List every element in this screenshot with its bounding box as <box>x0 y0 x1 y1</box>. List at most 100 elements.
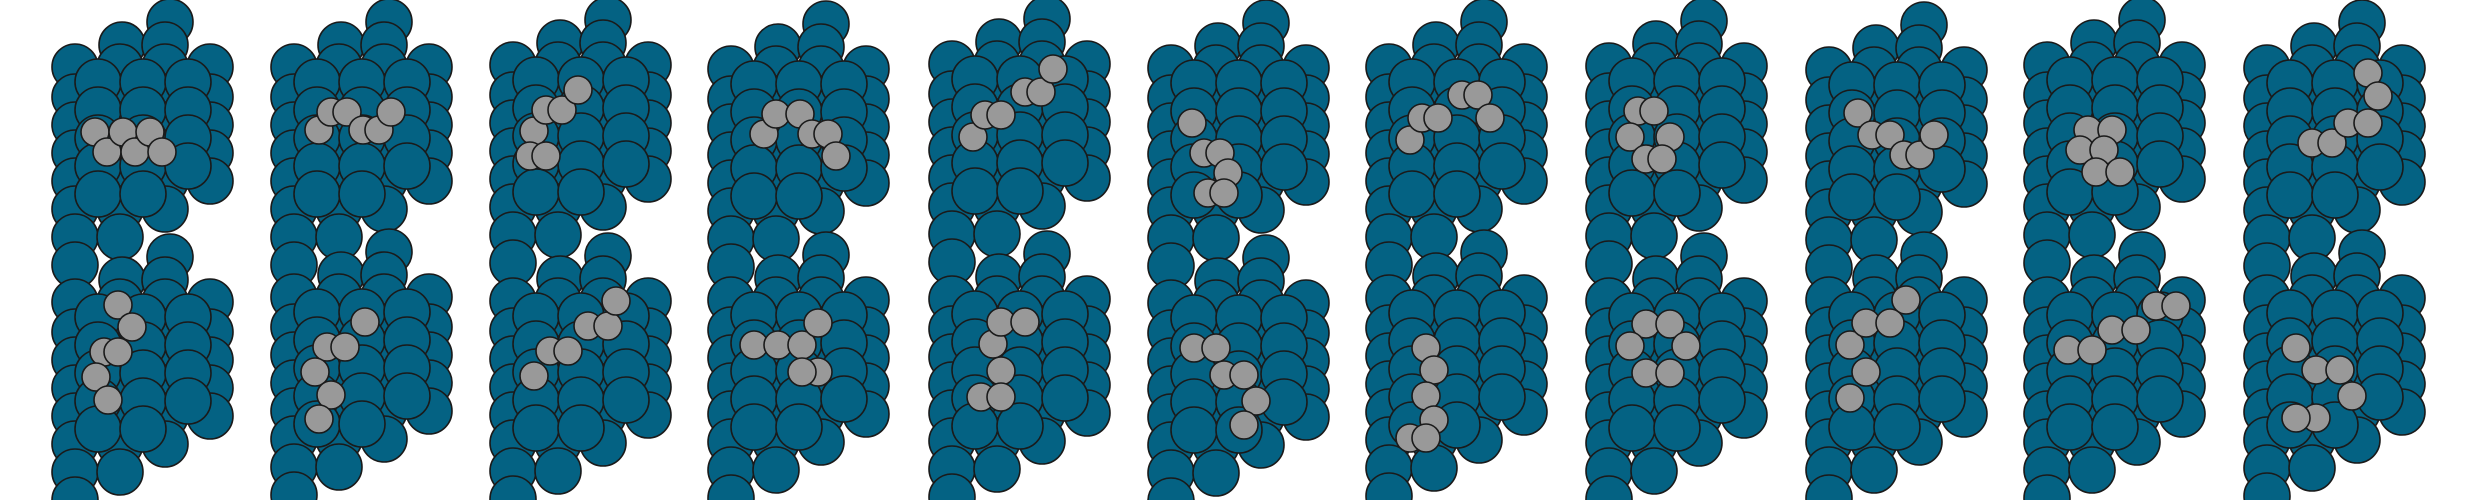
substrate-atom <box>338 400 386 448</box>
adatom <box>1615 331 1645 361</box>
substrate-atom <box>752 446 800 494</box>
adatom <box>316 380 346 410</box>
substrate-atom <box>1041 374 1089 422</box>
adatom <box>2121 315 2151 345</box>
adatom <box>1655 309 1685 339</box>
substrate-atom <box>775 403 823 451</box>
substrate-atom <box>1388 170 1436 218</box>
adatom <box>821 141 851 171</box>
substrate-atom <box>602 376 650 424</box>
substrate-atom <box>1873 173 1921 221</box>
adatom <box>1875 308 1905 338</box>
adatom <box>1209 178 1239 208</box>
adatom <box>147 137 177 167</box>
adatom <box>103 337 133 367</box>
adatom <box>300 357 330 387</box>
substrate-atom <box>1873 403 1921 451</box>
substrate-atom <box>973 445 1021 493</box>
substrate-atom <box>1653 169 1701 217</box>
substrate-atom <box>338 170 386 218</box>
adatom <box>2161 291 2191 321</box>
cluster-panel-r2-c6 <box>1147 234 1330 500</box>
substrate-atom <box>1170 406 1218 454</box>
substrate-atom <box>928 473 976 500</box>
adatom <box>330 332 360 362</box>
adatom <box>2337 381 2367 411</box>
substrate-atom <box>1478 373 1526 421</box>
substrate-atom <box>951 167 999 215</box>
substrate-atom <box>2068 211 2116 259</box>
substrate-atom <box>1608 404 1656 452</box>
substrate-atom <box>1653 404 1701 452</box>
substrate-atom <box>1805 474 1853 500</box>
substrate-atom <box>383 372 431 420</box>
cluster-panel-r1-c10 <box>2023 0 2206 287</box>
substrate-atom <box>2311 171 2359 219</box>
adatom <box>1201 333 1231 363</box>
substrate-atom <box>557 168 605 216</box>
adatom <box>787 357 817 387</box>
adatom <box>1639 96 1669 126</box>
adatom <box>2281 333 2311 363</box>
adatom <box>2353 108 2383 138</box>
substrate-atom <box>775 172 823 220</box>
cluster-panel-r2-c10 <box>2023 231 2206 500</box>
substrate-atom <box>489 475 537 500</box>
substrate-atom <box>119 405 167 453</box>
adatom <box>1647 144 1677 174</box>
substrate-atom <box>1365 472 1413 500</box>
substrate-atom <box>2136 375 2184 423</box>
adatom <box>81 362 111 392</box>
substrate-atom <box>2091 403 2139 451</box>
adatom <box>1419 355 1449 385</box>
cluster-panel-r2-c5 <box>928 230 1111 500</box>
cluster-panel-r2-c7 <box>1365 229 1548 500</box>
cluster-panel-r1-c11 <box>2243 0 2426 290</box>
substrate-atom <box>1192 449 1240 497</box>
adatom <box>376 97 406 127</box>
substrate-atom <box>74 170 122 218</box>
substrate-atom <box>1585 475 1633 500</box>
cluster-panel-r2-c3 <box>489 232 672 500</box>
substrate-atom <box>1630 212 1678 260</box>
substrate-atom <box>730 403 778 451</box>
adatom <box>1851 357 1881 387</box>
substrate-atom <box>512 168 560 216</box>
adatom <box>304 404 334 434</box>
adatom <box>803 308 833 338</box>
substrate-atom <box>1041 139 1089 187</box>
substrate-atom <box>1478 142 1526 190</box>
adatom <box>1843 98 1873 128</box>
substrate-atom <box>1192 214 1240 262</box>
cluster-panel-r2-c9 <box>1805 231 1988 500</box>
substrate-atom <box>164 377 212 425</box>
adatom <box>1475 103 1505 133</box>
cluster-panel-r2-c11 <box>2243 229 2426 500</box>
substrate-atom <box>2356 143 2404 191</box>
substrate-atom <box>2023 474 2071 500</box>
substrate-atom <box>1260 143 1308 191</box>
substrate-atom <box>707 474 755 500</box>
substrate-atom <box>557 404 605 452</box>
adatom <box>103 290 133 320</box>
substrate-atom <box>602 140 650 188</box>
adatom <box>563 75 593 105</box>
substrate-atom <box>1850 446 1898 494</box>
adatom <box>986 356 1016 386</box>
cluster-panel-r1-c3 <box>489 0 672 287</box>
adatom <box>1835 330 1865 360</box>
substrate-atom <box>996 167 1044 215</box>
substrate-atom <box>2266 171 2314 219</box>
substrate-atom <box>51 476 99 500</box>
substrate-atom <box>96 213 144 261</box>
adatom <box>350 307 380 337</box>
adatom <box>531 141 561 171</box>
substrate-atom <box>2288 444 2336 492</box>
adatom <box>1919 120 1949 150</box>
adatom <box>2105 157 2135 187</box>
cluster-panel-r1-c9 <box>1805 1 1988 292</box>
adatom <box>1891 285 1921 315</box>
adatom <box>601 286 631 316</box>
